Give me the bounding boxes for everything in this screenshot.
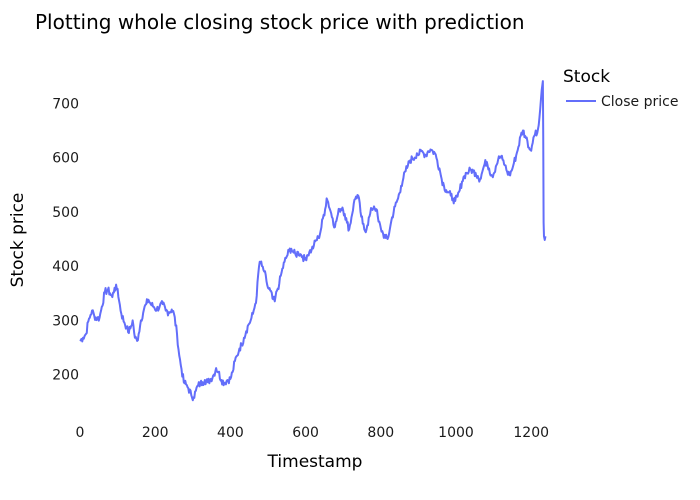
y-tick-label: 500 xyxy=(52,205,79,221)
x-axis-ticks: 0 200 400 600 800 1000 1200 xyxy=(76,425,549,441)
y-tick-label: 300 xyxy=(52,313,79,329)
x-tick-label: 600 xyxy=(292,425,319,441)
x-tick-label: 1200 xyxy=(513,425,549,441)
legend-item-close-price[interactable]: Close price xyxy=(601,94,678,110)
legend-title: Stock xyxy=(563,67,610,87)
y-tick-label: 400 xyxy=(52,259,79,275)
x-tick-label: 0 xyxy=(76,425,85,441)
legend[interactable]: Stock Close price xyxy=(563,67,678,110)
y-tick-label: 600 xyxy=(52,151,79,167)
y-axis-ticks: 200 300 400 500 600 700 xyxy=(52,96,79,383)
x-axis-title: Timestamp xyxy=(267,452,363,472)
plot-area xyxy=(79,80,547,402)
x-tick-label: 800 xyxy=(367,425,394,441)
x-tick-label: 200 xyxy=(142,425,169,441)
x-tick-label: 400 xyxy=(217,425,244,441)
chart-title: Plotting whole closing stock price with … xyxy=(35,10,525,34)
series-line-close-price[interactable] xyxy=(79,80,547,402)
y-tick-label: 200 xyxy=(52,368,79,384)
y-tick-label: 700 xyxy=(52,96,79,112)
x-tick-label: 1000 xyxy=(438,425,474,441)
y-axis-title: Stock price xyxy=(8,193,28,288)
